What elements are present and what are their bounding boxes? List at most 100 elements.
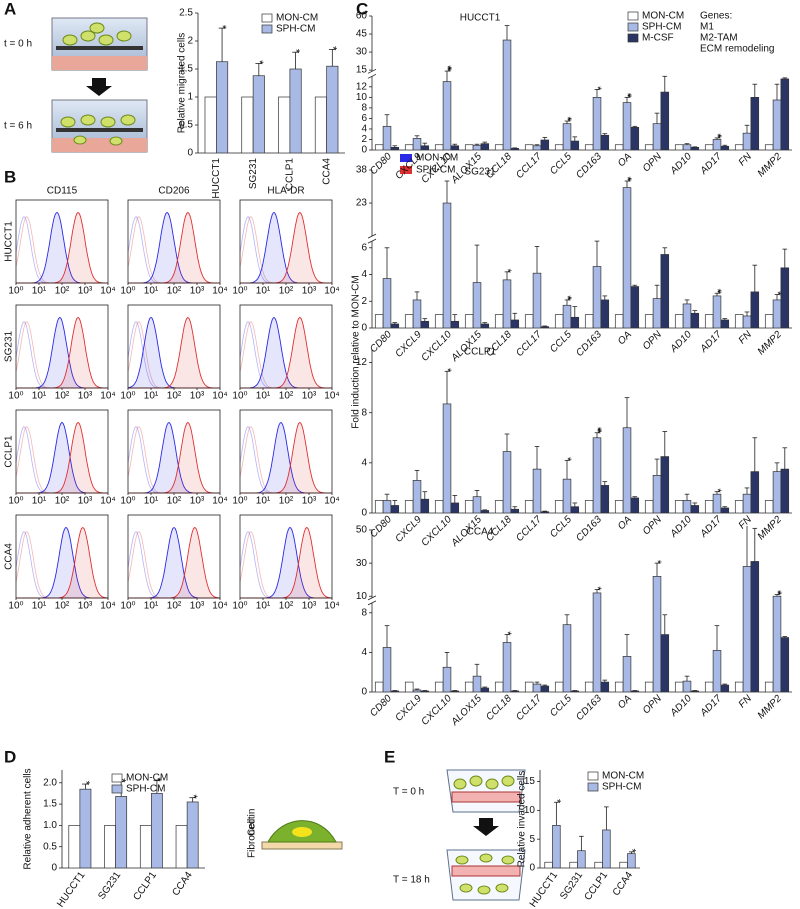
y-tick-label: 12 (356, 357, 368, 368)
bar (704, 144, 714, 150)
bar (682, 144, 692, 150)
x-tick-label: CCL18 (484, 693, 514, 723)
legend-swatch (627, 22, 639, 32)
row-label: CCA4 (4, 543, 15, 570)
x-tick-label: 10⁰ (120, 601, 135, 612)
bar (704, 681, 714, 692)
bar (382, 125, 392, 150)
y-axis-label: Relative invaded cells (517, 771, 528, 868)
plot-area (544, 801, 636, 868)
y-tick-label: 10 (356, 591, 368, 602)
bar (592, 266, 602, 328)
bar (175, 825, 188, 868)
bar (644, 681, 654, 692)
y-tick-label: 12 (356, 81, 368, 92)
y-tick-label: 45 (356, 29, 368, 40)
bar (592, 97, 602, 150)
nucleus (292, 827, 312, 837)
bar (570, 316, 580, 328)
bar (750, 561, 760, 692)
bar (404, 314, 414, 328)
x-tick-label: 10⁰ (8, 286, 23, 297)
x-tick-label: 10³ (190, 391, 205, 402)
y-tick-label: 10 (524, 805, 536, 816)
medium (52, 138, 147, 152)
bar (532, 272, 542, 328)
x-tick-label: 10² (55, 286, 70, 297)
x-tick-label: 10⁰ (232, 391, 247, 402)
bar (780, 267, 790, 328)
y-tick-label: 0 (361, 508, 367, 519)
bar (600, 485, 610, 513)
bar (314, 96, 327, 153)
y-tick-label: 10 (356, 92, 368, 103)
x-tick-label: CCLP1 (131, 870, 159, 903)
bar (682, 680, 692, 692)
x-tick-label: MMP2 (756, 693, 785, 722)
x-tick-label: ALOX15 (449, 693, 485, 729)
chart-title: CCLP1 (464, 347, 497, 358)
matrix (451, 791, 521, 803)
bar (450, 690, 460, 692)
bar (390, 690, 400, 692)
x-tick-label: OPN (641, 693, 665, 717)
bar (644, 500, 654, 513)
y-tick-label: 23 (356, 198, 368, 209)
x-tick-label: OA (616, 693, 634, 711)
y-axis-label: Relative adherent cells (23, 768, 34, 869)
bar (434, 144, 444, 150)
legend-label: MON-CM (416, 153, 458, 164)
x-tick-label: 10⁴ (212, 496, 227, 507)
legend-label: SPH-CM (126, 784, 165, 795)
x-tick-label: 10² (279, 496, 294, 507)
bar (690, 690, 700, 692)
x-tick-label: CCLP1 (583, 870, 611, 903)
panel-letter: E (384, 747, 395, 766)
x-tick-label: OPN (641, 151, 665, 175)
legend-label: SPH-CM (602, 782, 641, 793)
legend-swatch (627, 11, 639, 21)
bar (524, 144, 534, 150)
significance: *** (441, 65, 453, 73)
bar (464, 681, 474, 692)
bar (772, 299, 782, 328)
bar (289, 68, 302, 153)
bar (690, 505, 700, 513)
bar (704, 314, 714, 328)
bar (622, 656, 632, 692)
x-tick-label: SG231 (96, 870, 123, 902)
time-label: t = 6 h (4, 121, 32, 132)
x-tick-label: AD17 (698, 514, 724, 540)
bar (704, 500, 714, 513)
bar (374, 144, 384, 150)
x-tick-label: CCL5 (548, 151, 574, 177)
x-tick-label: 10³ (78, 496, 93, 507)
bar (614, 681, 624, 692)
x-tick-label: CD163 (574, 151, 604, 181)
y-tick-label: 30 (356, 47, 368, 58)
x-tick-label: 10¹ (256, 286, 271, 297)
y-tick-label: 1 (187, 92, 193, 103)
y-tick-label: 38 (356, 165, 368, 176)
bar (540, 139, 550, 150)
bar (442, 403, 452, 513)
bar (622, 427, 632, 513)
x-tick-label: 10⁴ (100, 286, 115, 297)
x-tick-label: 10⁴ (100, 391, 115, 402)
x-tick-label: FN (737, 514, 755, 532)
y-tick-label: 8 (361, 607, 367, 618)
x-tick-label: 10¹ (256, 496, 271, 507)
bar (584, 681, 594, 692)
y-tick-label: 0.5 (179, 120, 193, 131)
bar (674, 144, 684, 150)
x-tick-label: CD163 (574, 329, 604, 359)
legend-swatch (261, 13, 273, 23)
x-tick-label: CCL17 (514, 151, 544, 181)
x-tick-label: 10² (167, 391, 182, 402)
y-axis-label: Fold induction relative to MON-CM (351, 275, 362, 428)
bar (712, 650, 722, 692)
bar (720, 684, 730, 692)
legend-label: SPH-CM (276, 24, 315, 35)
x-tick-label: MMP2 (756, 329, 785, 358)
